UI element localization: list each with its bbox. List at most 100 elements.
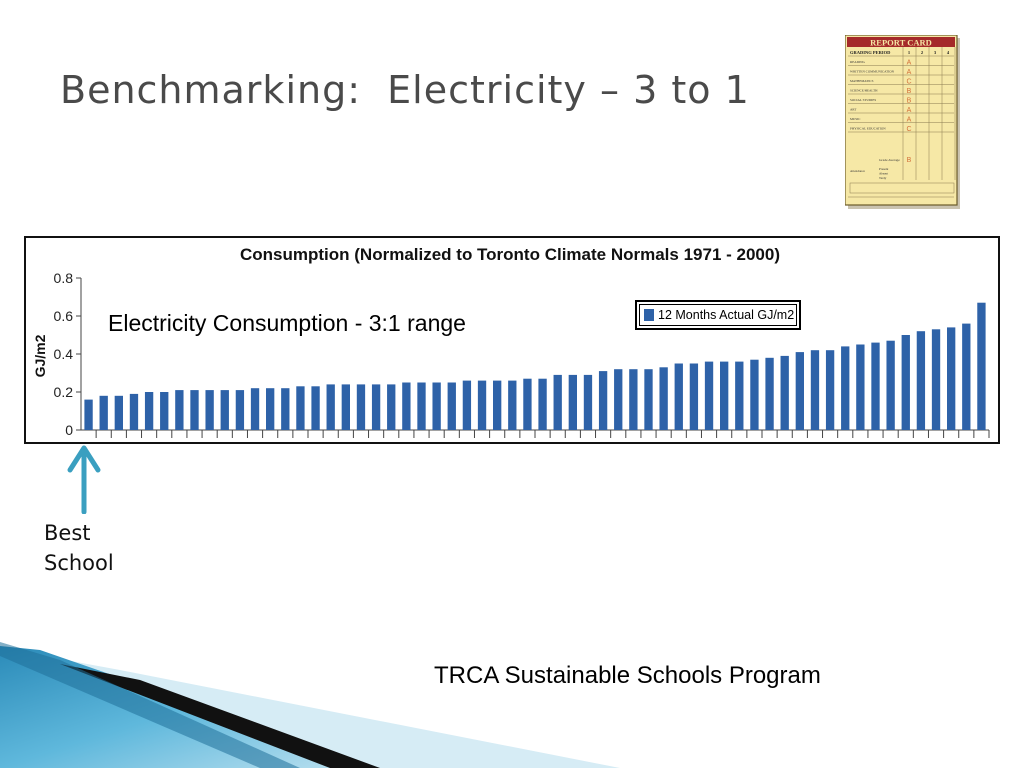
bar <box>508 380 517 430</box>
y-tick-label: 0 <box>65 422 73 438</box>
report-card-grade-average: B <box>907 157 912 164</box>
bar <box>856 344 865 430</box>
bar <box>538 378 547 430</box>
bar <box>886 340 895 430</box>
bar <box>220 390 229 430</box>
bar <box>281 388 290 430</box>
bar <box>931 329 941 430</box>
bar <box>735 361 744 430</box>
best-label-line1: Best <box>44 521 91 545</box>
bar <box>311 386 320 430</box>
bar <box>447 382 456 430</box>
bar <box>750 359 759 430</box>
report-card-attendance-row: Absent <box>879 172 888 176</box>
bar <box>387 384 396 430</box>
up-arrow-icon <box>67 445 101 514</box>
best-school-label: Best School <box>44 518 114 578</box>
report-card-grade-average-label: Grade Average <box>879 158 900 162</box>
report-card-header: GRADING PERIOD <box>850 50 891 55</box>
chart-legend: 12 Months Actual GJ/m2 <box>635 300 801 330</box>
bar <box>553 374 562 430</box>
bar <box>250 388 260 430</box>
report-card-subject: SOCIAL STUDIES <box>850 98 876 102</box>
report-card-subject: MATHEMATICS <box>850 79 874 83</box>
report-card-subject: WRITTEN COMMUNICATION <box>850 70 895 74</box>
bar <box>947 327 956 430</box>
bar <box>629 369 638 430</box>
bar <box>720 361 729 430</box>
bar <box>765 357 774 430</box>
y-axis-label: GJ/m2 <box>32 334 48 377</box>
bar <box>704 361 714 430</box>
report-card-subject: PHYSICAL EDUCATION <box>850 127 886 131</box>
chart-plot: Consumption (Normalized to Toronto Clima… <box>32 245 990 438</box>
bar <box>523 378 532 430</box>
y-tick-label: 0.6 <box>54 308 74 324</box>
bar <box>825 350 835 430</box>
bar <box>644 369 653 430</box>
bar <box>795 352 804 430</box>
bar <box>326 384 335 430</box>
bar <box>84 399 93 430</box>
bar <box>417 382 426 430</box>
bar <box>160 392 169 430</box>
bar <box>841 346 850 430</box>
report-card-grade: C <box>906 79 911 86</box>
bar <box>175 390 184 430</box>
report-card-period: 1 <box>908 50 911 55</box>
footer-swoosh-decoration <box>0 642 620 768</box>
bar <box>190 390 199 430</box>
report-card-grade: B <box>907 98 912 105</box>
legend-swatch <box>644 309 654 321</box>
bar <box>205 390 214 430</box>
bar <box>871 342 880 430</box>
bar <box>341 384 350 430</box>
y-tick-label: 0.8 <box>54 270 74 286</box>
y-tick-label: 0.2 <box>54 384 74 400</box>
bar <box>296 386 305 430</box>
bar <box>462 380 472 430</box>
report-card-grade: B <box>907 88 912 95</box>
bar <box>916 331 926 430</box>
bar <box>493 380 502 430</box>
report-card-attendance-label: Attendance <box>850 169 866 173</box>
report-card-key-box <box>849 182 955 194</box>
report-card-period: 4 <box>947 50 950 55</box>
bar <box>901 335 910 430</box>
bar <box>977 302 986 430</box>
report-card-grade: C <box>906 126 911 133</box>
bar <box>402 382 411 430</box>
chart-title: Consumption (Normalized to Toronto Clima… <box>240 245 780 264</box>
range-annotation: Electricity Consumption - 3:1 range <box>108 310 466 336</box>
report-card-grade: A <box>907 60 912 67</box>
bar <box>371 384 381 430</box>
bar <box>568 374 577 430</box>
report-card-image: REPORT CARD GRADING PERIOD 1 2 3 4 READING A WR… <box>845 35 960 209</box>
bar <box>235 390 245 430</box>
legend-label: 12 Months Actual GJ/m2 <box>658 308 795 322</box>
bar <box>99 395 108 430</box>
bar <box>114 395 123 430</box>
y-tick-label: 0.4 <box>54 346 74 362</box>
bar <box>477 380 487 430</box>
bar <box>129 393 139 430</box>
report-card-grade: A <box>907 117 912 124</box>
report-card-attendance-row: Tardy <box>879 176 887 180</box>
chart-frame: Consumption (Normalized to Toronto Clima… <box>24 236 1000 444</box>
bar <box>144 392 154 430</box>
bar <box>810 350 820 430</box>
bar <box>674 363 683 430</box>
bar <box>689 363 699 430</box>
bar <box>598 371 608 430</box>
report-card-period: 3 <box>934 50 937 55</box>
report-card-title: REPORT CARD <box>870 38 932 48</box>
report-card-grade: A <box>907 107 912 114</box>
report-card-subject: SCIENCE/HEALTH <box>850 89 878 93</box>
report-card-subject: ART <box>850 108 856 112</box>
report-card-attendance-row: Present <box>879 167 888 171</box>
bar <box>266 388 275 430</box>
best-label-line2: School <box>44 551 114 575</box>
bar <box>780 355 789 430</box>
bar <box>614 369 623 430</box>
slide-title: Benchmarking: Electricity – 3 to 1 <box>60 68 750 112</box>
